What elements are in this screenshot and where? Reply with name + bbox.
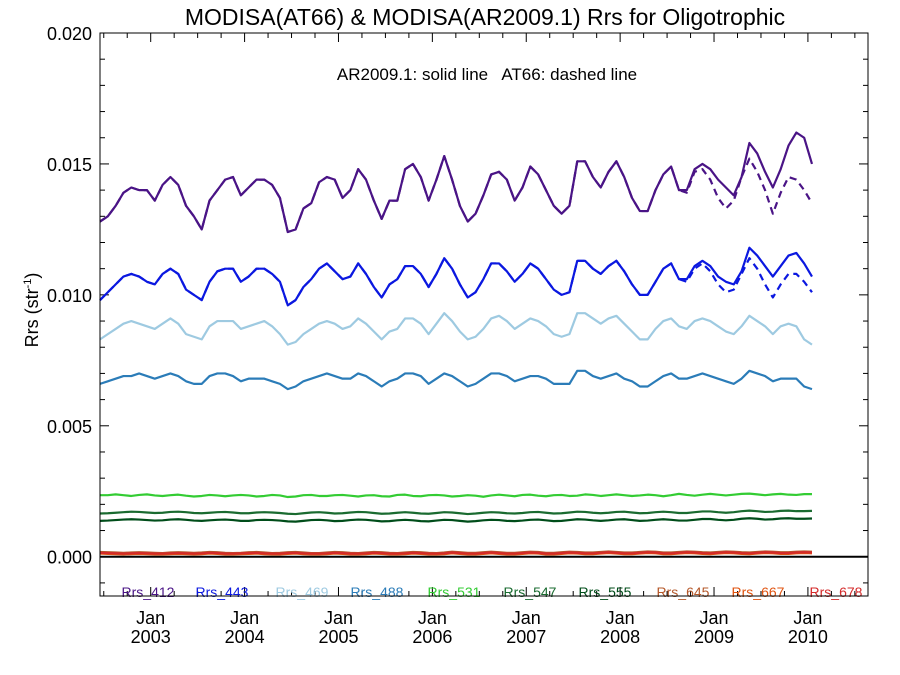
- y-axis-label-main: Rrs (str: [22, 288, 42, 347]
- y-axis-ticks: 0.000 0.005 0.010 0.015 0.020: [47, 24, 868, 584]
- x-tick-label-year: 2006: [412, 627, 452, 647]
- x-tick-label-month: Jan: [136, 608, 165, 628]
- legend-item: Rrs_412: [122, 584, 175, 600]
- x-tick-label-year: 2005: [318, 627, 358, 647]
- chart-title: MODISA(AT66) & MODISA(AR2009.1) Rrs for …: [185, 4, 785, 30]
- y-tick-label: 0.015: [47, 155, 92, 175]
- y-axis-label-superscript: -1: [22, 279, 34, 289]
- x-tick-label-month: Jan: [512, 608, 541, 628]
- legend-item: Rrs_555: [579, 584, 632, 600]
- series-line: [99, 551, 813, 555]
- y-tick-label: 0.005: [47, 417, 92, 437]
- legend-item: Rrs_678: [810, 584, 863, 600]
- x-axis-ticks: Jan2003Jan2004Jan2005Jan2006Jan2007Jan20…: [103, 33, 856, 647]
- series-line: [99, 369, 813, 391]
- legend-item: Rrs_547: [504, 584, 557, 600]
- y-axis-label: Rrs (str-1): [22, 273, 42, 348]
- legend-item: Rrs_667: [732, 584, 785, 600]
- x-tick-label-month: Jan: [324, 608, 353, 628]
- x-tick-label-month: Jan: [418, 608, 447, 628]
- x-tick-label-month: Jan: [606, 608, 635, 628]
- y-axis-label-close: ): [22, 273, 42, 279]
- x-tick-label-year: 2008: [600, 627, 640, 647]
- x-tick-label-month: Jan: [700, 608, 729, 628]
- series-line: [99, 517, 813, 523]
- series-line: [99, 131, 814, 234]
- y-tick-label: 0.010: [47, 286, 92, 306]
- x-tick-label-year: 2010: [788, 627, 828, 647]
- chart-annotation: AR2009.1: solid line AT66: dashed line: [337, 65, 637, 84]
- y-tick-label: 0.000: [47, 548, 92, 568]
- x-tick-label-year: 2004: [225, 627, 265, 647]
- x-tick-label-month: Jan: [793, 608, 822, 628]
- series-line: [99, 246, 813, 307]
- y-tick-label: 0.020: [47, 24, 92, 44]
- legend-item: Rrs_443: [196, 584, 249, 600]
- legend-item: Rrs_531: [428, 584, 481, 600]
- legend-item: Rrs_488: [351, 584, 404, 600]
- plot-frame: [99, 32, 869, 597]
- x-tick-label-year: 2009: [694, 627, 734, 647]
- series-line: [99, 312, 813, 346]
- legend-item: Rrs_469: [276, 584, 329, 600]
- legend-item: Rrs_645: [657, 584, 710, 600]
- series-line: [100, 492, 812, 499]
- series-line: [99, 509, 813, 516]
- series-lines: [99, 131, 814, 556]
- x-tick-label-year: 2003: [131, 627, 171, 647]
- x-tick-label-month: Jan: [230, 608, 259, 628]
- x-tick-label-year: 2007: [506, 627, 546, 647]
